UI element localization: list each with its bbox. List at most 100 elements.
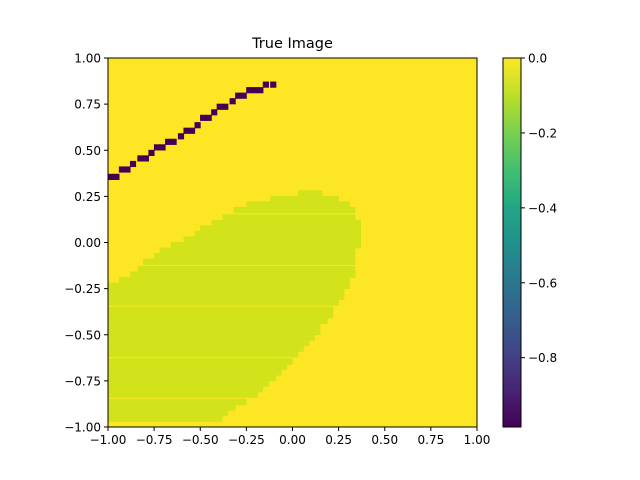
blob-row-11 <box>154 253 356 260</box>
line-cell-2 <box>118 166 126 173</box>
blob-row-26 <box>108 339 310 347</box>
x-tick-label: 0.75 <box>418 433 445 447</box>
plot-area <box>107 57 478 428</box>
blob-row-6 <box>200 225 361 232</box>
colorbar-tick-label: −0.6 <box>528 276 557 290</box>
blob-row-39 <box>108 415 223 422</box>
line-cell-21 <box>229 98 236 105</box>
blob-row-22 <box>108 317 328 324</box>
blob-row-30 <box>108 363 288 371</box>
line-cell-8 <box>153 144 161 151</box>
y-tick-label: 0.50 <box>74 144 101 158</box>
blob-row-2 <box>246 201 350 208</box>
line-cell-25 <box>251 87 258 94</box>
blob-row-5 <box>211 219 361 227</box>
line-cell-22 <box>235 92 242 99</box>
x-axis: −1.00 −0.75 −0.50 −0.25 0.00 0.25 0.50 0.75 1.00 <box>90 427 491 447</box>
blob-row-3 <box>233 206 356 214</box>
colorbar-gradient <box>502 57 522 428</box>
blob-row-37 <box>108 404 236 411</box>
blob-row-35 <box>108 391 258 398</box>
line-cell-1 <box>113 173 120 180</box>
x-tick-label: −0.75 <box>136 433 173 447</box>
y-tick-label: −0.25 <box>64 282 101 296</box>
blob-row-29 <box>108 358 293 365</box>
line-cell-26 <box>257 87 264 94</box>
blob-row-8 <box>183 236 361 243</box>
x-tick-label: −0.25 <box>228 433 265 447</box>
line-cell-19 <box>216 103 223 110</box>
blob-row-33 <box>108 380 269 387</box>
blob-row-15 <box>119 277 350 284</box>
colorbar-tick-label: 0.0 <box>528 52 547 66</box>
blob-row-14 <box>130 271 356 278</box>
line-cell-7 <box>148 149 155 156</box>
blob-row-17 <box>108 288 345 295</box>
line-cell-28 <box>270 81 277 88</box>
blob-row-4 <box>222 214 356 221</box>
blob-row-19 <box>108 299 339 306</box>
blob-row-27 <box>108 345 304 352</box>
colorbar-axis: 0.0 −0.2 −0.4 −0.6 −0.8 <box>521 52 557 365</box>
y-tick-label: 0.25 <box>74 190 101 204</box>
line-cell-18 <box>211 109 218 116</box>
colorbar: 0.0 −0.2 −0.4 −0.6 −0.8 <box>502 52 557 428</box>
blob-row-16 <box>108 282 350 289</box>
colorbar-tick-label: −0.2 <box>528 126 557 140</box>
line-cell-13 <box>183 127 190 134</box>
line-cell-4 <box>129 160 137 168</box>
blob-row-10 <box>159 247 356 254</box>
blob-row-7 <box>194 230 361 238</box>
line-cell-23 <box>240 92 247 99</box>
blob-row-12 <box>143 258 356 265</box>
chart-title: True Image <box>251 36 333 52</box>
y-tick-label: −0.50 <box>64 328 101 342</box>
x-tick-label: 1.00 <box>464 433 491 447</box>
blob-row-36 <box>108 398 247 406</box>
blob-row-20 <box>108 306 334 313</box>
line-cell-15 <box>194 122 201 129</box>
line-cell-9 <box>159 144 166 151</box>
blob-row-28 <box>108 350 299 358</box>
x-tick-label: 0.00 <box>279 433 306 447</box>
colorbar-tick-label: −0.8 <box>528 351 557 365</box>
y-tick-label: 1.00 <box>74 52 101 66</box>
blob-row-31 <box>108 369 282 376</box>
x-tick-label: −1.00 <box>90 433 127 447</box>
x-tick-label: 0.25 <box>325 433 352 447</box>
blob-row-32 <box>108 374 277 382</box>
blob-row-23 <box>108 323 321 330</box>
colorbar-tick-label: −0.4 <box>528 201 557 215</box>
blob-row-1 <box>270 195 339 203</box>
blob-row-21 <box>108 312 334 319</box>
y-tick-label: 0.00 <box>74 236 101 250</box>
line-cell-16 <box>200 114 207 121</box>
x-tick-label: 0.50 <box>371 433 398 447</box>
blob-row-24 <box>108 328 321 336</box>
line-cell-6 <box>142 155 150 162</box>
blob-row-25 <box>108 334 315 341</box>
y-tick-label: −0.75 <box>64 374 101 388</box>
blob-row-38 <box>108 409 229 417</box>
line-cell-5 <box>137 155 144 162</box>
line-cell-12 <box>177 133 185 140</box>
line-cell-14 <box>188 127 196 134</box>
blob-row-34 <box>108 385 264 393</box>
y-tick-label: 0.75 <box>74 98 101 112</box>
line-cell-27 <box>262 81 269 88</box>
y-axis: 1.00 0.75 0.50 0.25 0.00 −0.25 −0.50 −0.75 −1.00 <box>64 52 108 435</box>
blob-row-18 <box>108 293 345 300</box>
blob-row-9 <box>170 241 361 249</box>
line-cell-11 <box>170 138 177 145</box>
y-tick-label: −1.00 <box>64 421 101 435</box>
heatmap-cells <box>108 81 361 422</box>
line-cell-17 <box>205 114 212 121</box>
line-cell-20 <box>222 103 229 110</box>
blob-row-13 <box>137 265 356 273</box>
line-cell-3 <box>124 166 131 173</box>
line-cell-10 <box>165 138 172 145</box>
line-cell-0 <box>108 173 114 180</box>
line-cell-24 <box>246 87 253 94</box>
x-tick-label: −0.50 <box>182 433 219 447</box>
